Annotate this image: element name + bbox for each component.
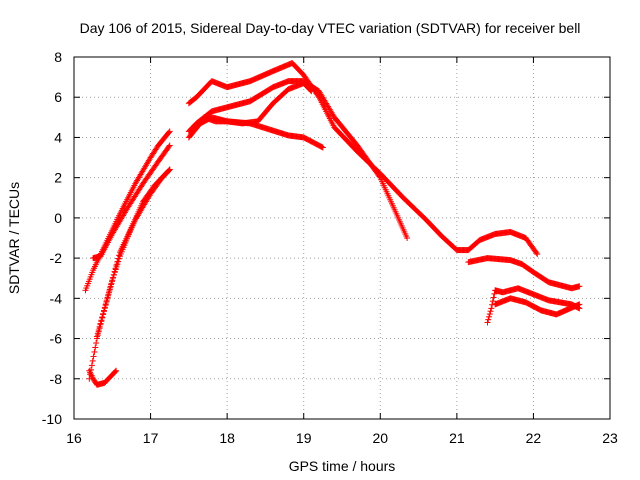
data-point (485, 316, 492, 323)
chart-title: Day 106 of 2015, Sidereal Day-to-day VTE… (80, 20, 581, 36)
y-tick-label: 0 (54, 210, 62, 226)
data-point (102, 302, 109, 309)
data-point (116, 255, 123, 262)
data-point (112, 266, 119, 273)
data-point (111, 269, 118, 276)
y-tick-label: -2 (50, 250, 63, 266)
series-arc-2 (90, 142, 173, 262)
data-point (486, 313, 493, 320)
data-point (110, 274, 117, 281)
data-point (165, 143, 172, 150)
data-point (104, 295, 111, 302)
data-point (91, 348, 98, 355)
x-tick-label: 21 (449, 430, 465, 446)
data-point (113, 263, 120, 270)
y-tick-label: -6 (50, 331, 63, 347)
data-point (576, 283, 583, 290)
x-tick-labels: 16 17 18 19 20 21 22 23 (66, 430, 618, 446)
data-point (308, 88, 315, 95)
x-tick-label: 20 (372, 430, 388, 446)
data-point (106, 286, 113, 293)
data-point (101, 305, 108, 312)
plot-frame (73, 56, 611, 420)
data-point (108, 280, 115, 287)
data-point (484, 319, 491, 326)
data-point (489, 298, 496, 305)
data-point (103, 298, 110, 305)
data-point (110, 271, 117, 278)
data-point (307, 87, 314, 94)
data-point (534, 251, 541, 258)
series-arc-12 (492, 295, 583, 318)
data-point (89, 357, 96, 364)
data-point (109, 277, 116, 284)
series-arc-10 (465, 255, 583, 292)
y-tick-label: 6 (54, 89, 62, 105)
axis-ticks (73, 56, 611, 420)
x-tick-label: 23 (602, 430, 618, 446)
data-point (100, 311, 107, 318)
data-point (98, 318, 105, 325)
data-point (97, 321, 104, 328)
y-tick-label: -10 (42, 411, 62, 427)
data-point (105, 289, 112, 296)
x-tick-label: 17 (143, 430, 159, 446)
data-point (90, 353, 97, 360)
y-tick-label: 8 (54, 49, 62, 65)
data-point (105, 292, 112, 299)
data-point (95, 328, 102, 335)
series-arc-5 (86, 367, 120, 388)
data-point (376, 173, 383, 180)
data-point (490, 294, 497, 301)
data-point (107, 283, 114, 290)
data-point (491, 290, 498, 297)
data-point (112, 368, 119, 375)
data-point (99, 314, 106, 321)
series-arc-1 (82, 128, 173, 294)
data-point (533, 249, 540, 256)
data-point (576, 301, 583, 308)
data-point (404, 235, 411, 241)
series-arc-4 (86, 166, 173, 382)
data-point (92, 344, 99, 351)
y-axis-label: SDTVAR / TECUs (6, 182, 22, 294)
x-tick-label: 22 (526, 430, 542, 446)
data-point (88, 362, 95, 369)
y-tick-label: 4 (54, 129, 62, 145)
y-tick-label: 2 (54, 170, 62, 186)
data-point (166, 142, 173, 149)
data-point (165, 167, 172, 174)
x-axis-label: GPS time / hours (289, 458, 396, 474)
series-arc-7 (185, 78, 411, 241)
x-tick-label: 18 (219, 430, 235, 446)
data-point (319, 144, 326, 151)
data-point (93, 335, 100, 342)
data-point (487, 308, 494, 315)
data-point (93, 340, 100, 347)
y-tick-labels: -10 -8 -6 -4 -2 0 2 4 6 8 (42, 49, 62, 427)
data-point (165, 129, 172, 136)
data-point (166, 128, 173, 135)
data-point (166, 166, 173, 173)
data-point (100, 308, 107, 315)
data-point (486, 311, 493, 318)
series-arc-6 (185, 60, 541, 258)
data-points (82, 60, 583, 388)
data-point (114, 261, 121, 268)
y-tick-label: -8 (50, 371, 63, 387)
x-tick-label: 16 (66, 430, 82, 446)
series-arc-9 (201, 114, 326, 151)
data-point (488, 305, 495, 312)
grid (74, 57, 610, 419)
x-tick-label: 19 (296, 430, 312, 446)
data-point (96, 325, 103, 332)
data-point (94, 332, 101, 339)
y-tick-label: -4 (50, 290, 63, 306)
data-point (113, 367, 120, 374)
data-point (115, 258, 122, 265)
